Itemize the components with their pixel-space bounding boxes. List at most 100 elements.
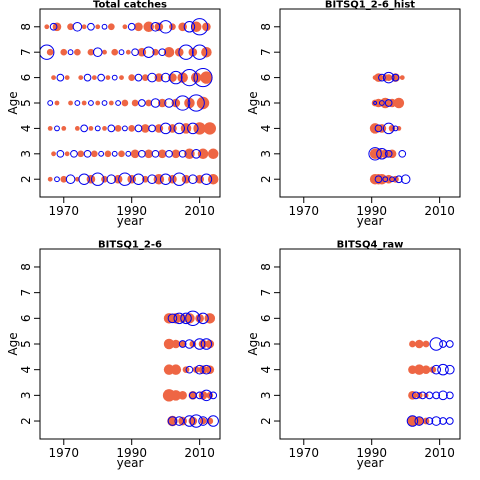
filled-bubble (90, 150, 98, 158)
filled-bubble (104, 150, 112, 158)
data-points (162, 310, 219, 428)
open-bubble (127, 22, 136, 31)
filled-bubble (199, 417, 207, 425)
open-bubble (438, 390, 448, 401)
x-axis-label: year (357, 456, 384, 470)
y-axis-label: Age (6, 332, 20, 355)
open-bubble (132, 173, 145, 185)
open-bubble (400, 174, 411, 185)
panel-3: BITSQ1_2-6 1970 1990 2010 2 3 4 5 6 7 8 year Age (6, 240, 221, 470)
filled-bubble (205, 339, 215, 349)
filled-bubble (47, 126, 53, 131)
filled-bubble (51, 75, 56, 80)
open-bubble (164, 98, 174, 108)
filled-bubble (131, 99, 139, 107)
panel-1: Total catches 1970 1990 2010 2 3 4 5 6 7 8 year Age (6, 0, 221, 228)
open-bubble (101, 100, 108, 106)
filled-bubble (407, 415, 418, 427)
y-axis-label: Age (6, 91, 20, 114)
open-bubble (159, 173, 172, 185)
filled-bubble (179, 340, 186, 348)
filled-bubble (192, 366, 200, 374)
y-tick-label: 6 (19, 315, 33, 323)
filled-bubble (125, 49, 131, 55)
y-tick-label: 8 (19, 263, 33, 271)
open-bubble (47, 100, 54, 106)
filled-bubble (95, 100, 101, 106)
open-bubble (178, 44, 194, 60)
open-bubble (173, 122, 185, 135)
y-tick-label: 4 (19, 366, 33, 374)
x-axis-label: year (117, 456, 144, 470)
open-bubble (138, 149, 146, 158)
open-bubble (148, 124, 156, 133)
open-bubble (65, 174, 76, 185)
open-bubble (178, 149, 187, 158)
filled-bubble (134, 22, 143, 32)
filled-bubble (429, 366, 437, 374)
open-bubble (194, 364, 205, 375)
open-bubble (445, 391, 454, 400)
open-bubble (384, 99, 393, 107)
open-bubble (173, 312, 185, 325)
filled-bubble (91, 75, 97, 80)
filled-bubble (421, 365, 431, 374)
filled-bubble (81, 24, 87, 30)
open-bubble (167, 416, 178, 426)
filled-bubble (170, 390, 182, 401)
x-tick-label: 1990 (116, 204, 147, 218)
filled-bubble (130, 149, 140, 159)
filled-bubble (177, 72, 188, 83)
y-tick-label: 7 (19, 289, 33, 297)
x-tick-label: 2010 (424, 446, 455, 460)
plot-frame (279, 8, 461, 198)
filled-bubble (144, 149, 153, 159)
filled-bubble (200, 71, 213, 84)
filled-bubble (105, 75, 111, 80)
open-bubble (384, 149, 393, 158)
open-bubble (382, 71, 395, 84)
filled-bubble (143, 21, 154, 33)
filled-bubble (196, 96, 210, 110)
open-bubble (188, 174, 198, 185)
open-bubble (391, 73, 400, 82)
filled-bubble (102, 126, 107, 131)
open-bubble (142, 46, 155, 58)
filled-bubble (74, 48, 81, 56)
open-bubble (101, 23, 108, 30)
x-tick-label: 2010 (184, 204, 215, 218)
filled-bubble (107, 23, 115, 31)
x-tick-label: 2010 (184, 446, 215, 460)
open-bubble (382, 176, 389, 183)
open-bubble (174, 95, 191, 111)
y-tick-label: 7 (19, 48, 33, 56)
filled-bubble (102, 49, 107, 55)
open-bubble (150, 98, 161, 108)
filled-bubble (51, 151, 56, 157)
open-bubble (125, 150, 132, 157)
filled-bubble (68, 100, 73, 106)
open-bubble (91, 172, 105, 186)
y-tick-label: 2 (259, 175, 273, 183)
open-bubble (131, 48, 139, 57)
open-bubble (189, 414, 203, 428)
open-bubble (118, 172, 132, 186)
open-bubble (187, 122, 199, 135)
filled-bubble (64, 151, 70, 157)
open-bubble (174, 416, 185, 426)
open-bubble (431, 416, 442, 426)
open-bubble (165, 149, 173, 158)
x-tick-label: 1970 (49, 204, 80, 218)
filled-bubble (202, 22, 211, 32)
filled-bubble (184, 148, 195, 160)
filled-bubble (128, 125, 136, 132)
filled-bubble (60, 48, 68, 56)
filled-bubble (181, 174, 191, 184)
filled-bubble (198, 365, 208, 374)
open-bubble (398, 149, 407, 158)
filled-bubble (197, 148, 209, 160)
filled-bubble (60, 175, 68, 183)
open-bubble (83, 149, 92, 158)
open-bubble (382, 122, 395, 135)
